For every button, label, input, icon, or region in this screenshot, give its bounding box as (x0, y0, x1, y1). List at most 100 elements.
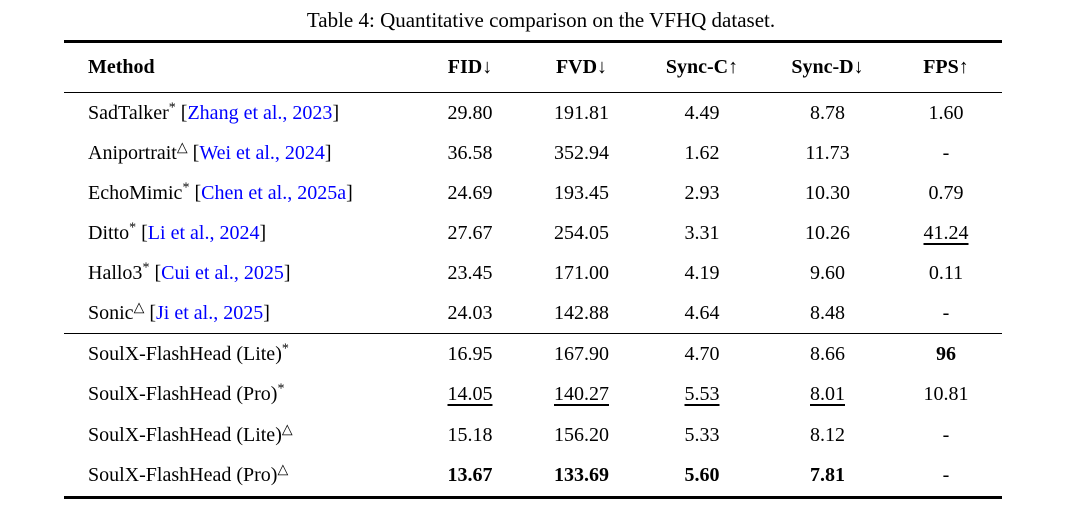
method-marker: △ (176, 139, 188, 155)
fid-value: 29.80 (447, 101, 493, 124)
fid-value: 13.67 (447, 464, 493, 487)
method-cell: SadTalker* [Zhang et al., 2023] (64, 100, 416, 125)
table-row: Sonic△ [Ji et al., 2025] 24.03 142.88 4.64 8… (64, 293, 1002, 333)
column-header-sync-c: Sync-C↑ (665, 56, 739, 78)
fvd-value: 352.94 (554, 141, 609, 164)
table-row: SoulX-FlashHead (Pro)* 14.05 140.27 5.53 8.0… (64, 375, 1002, 416)
fvd-value: 254.05 (554, 221, 609, 244)
fps-value: - (942, 301, 950, 324)
method-name: SadTalker (88, 101, 169, 124)
sync-c-value: 4.64 (684, 301, 720, 324)
fid-value: 24.03 (447, 301, 493, 324)
sync-d-value: 8.48 (810, 301, 845, 324)
fvd-value: 156.20 (554, 423, 609, 446)
citation-link[interactable]: Cui et al., 2025 (161, 261, 284, 284)
fps-value: - (942, 141, 950, 164)
method-cell: Hallo3* [Cui et al., 2025] (64, 259, 416, 285)
fid-value: 14.05 (447, 383, 493, 406)
sync-d-value: 8.12 (810, 423, 845, 446)
method-marker: * (129, 219, 137, 235)
citation: [Cui et al., 2025] (149, 261, 291, 284)
method-name: SoulX-FlashHead (Lite) (88, 342, 282, 365)
table-row: EchoMimic* [Chen et al., 2025a] 24.69 193.… (64, 173, 1002, 213)
sync-c-value: 5.33 (684, 423, 720, 446)
citation: [Zhang et al., 2023] (175, 101, 340, 124)
table-row: Hallo3* [Cui et al., 2025] 23.45 171.00 4.1… (64, 253, 1002, 293)
fvd-value: 133.69 (554, 464, 609, 487)
fvd-value: 191.81 (554, 101, 609, 124)
sync-c-value: 4.49 (684, 101, 720, 124)
sync-c-value: 4.19 (684, 261, 720, 284)
citation: [Li et al., 2024] (136, 221, 267, 244)
fid-value: 36.58 (447, 141, 493, 164)
table-row: SoulX-FlashHead (Lite)△ 15.18 156.20 5.33 8.… (64, 415, 1002, 456)
sync-d-value: 8.01 (810, 383, 845, 406)
sync-d-value: 9.60 (810, 261, 845, 284)
fvd-value: 140.27 (554, 383, 609, 406)
column-header-fvd: FVD↓ (555, 56, 608, 78)
column-header-fid: FID↓ (447, 56, 493, 78)
fid-value: 23.45 (447, 261, 493, 284)
method-name: Hallo3 (88, 261, 143, 284)
method-marker: * (142, 259, 150, 275)
method-cell: SoulX-FlashHead (Pro)* (64, 381, 416, 406)
method-cell: Aniportrait△ [Wei et al., 2024] (64, 139, 416, 165)
fvd-value: 171.00 (554, 261, 609, 284)
baseline-methods-group: SadTalker* [Zhang et al., 2023] 29.80 191.… (64, 93, 1002, 334)
citation: [Wei et al., 2024] (187, 141, 332, 164)
sync-c-value: 5.53 (684, 383, 720, 406)
method-marker: △ (277, 462, 289, 478)
table-caption: Table 4: Quantitative comparison on the … (306, 8, 776, 32)
method-name: EchoMimic (88, 181, 183, 204)
citation-link[interactable]: Li et al., 2024 (147, 221, 260, 244)
citation: [Chen et al., 2025a] (189, 181, 353, 204)
method-marker: * (182, 179, 190, 195)
method-cell: Ditto* [Li et al., 2024] (64, 219, 416, 245)
method-cell: SoulX-FlashHead (Lite)△ (64, 422, 416, 447)
method-marker: * (281, 341, 289, 357)
fps-value: 10.81 (923, 383, 969, 406)
citation: [Ji et al., 2025] (144, 301, 270, 324)
method-cell: SoulX-FlashHead (Lite)* (64, 341, 416, 366)
method-cell: EchoMimic* [Chen et al., 2025a] (64, 179, 416, 205)
fvd-value: 193.45 (554, 181, 609, 204)
fps-value: 0.79 (928, 181, 964, 204)
method-name: SoulX-FlashHead (Pro) (88, 464, 278, 487)
sync-d-value: 10.30 (805, 181, 850, 204)
method-name: SoulX-FlashHead (Pro) (88, 383, 278, 406)
method-name: Ditto (88, 221, 130, 244)
citation-link[interactable]: Chen et al., 2025a (201, 181, 347, 204)
citation-link[interactable]: Ji et al., 2025 (156, 301, 264, 324)
table-row: Ditto* [Li et al., 2024] 27.67 254.05 3.31 1… (64, 213, 1002, 253)
fps-value: 41.24 (923, 221, 969, 244)
fvd-value: 167.90 (554, 342, 609, 365)
sync-c-value: 4.70 (684, 342, 720, 365)
column-header-sync-d: Sync-D↓ (791, 56, 864, 78)
results-table: Method FID↓ FVD↓ Sync-C↑ Sync-D↓ FPS↑ SadTalk… (64, 40, 1002, 499)
fps-value: - (942, 423, 950, 446)
fid-value: 24.69 (447, 181, 493, 204)
sync-d-value: 7.81 (810, 464, 845, 487)
sync-c-value: 1.62 (684, 141, 720, 164)
table-header-row: Method FID↓ FVD↓ Sync-C↑ Sync-D↓ FPS↑ (64, 40, 1002, 93)
sync-d-value: 8.78 (810, 101, 845, 124)
citation-link[interactable]: Zhang et al., 2023 (187, 101, 333, 124)
fps-value: - (942, 464, 950, 487)
method-marker: * (277, 381, 285, 397)
column-header-fps: FPS↑ (923, 56, 969, 78)
table-row: SoulX-FlashHead (Pro)△ 13.67 133.69 5.60 7.8… (64, 456, 1002, 497)
sync-c-value: 5.60 (684, 464, 720, 487)
method-marker: △ (133, 299, 145, 315)
method-marker: △ (281, 422, 293, 438)
fid-value: 27.67 (447, 221, 493, 244)
method-cell: Sonic△ [Ji et al., 2025] (64, 299, 416, 325)
fps-value: 96 (936, 342, 956, 365)
fps-value: 0.11 (928, 261, 964, 284)
sync-d-value: 10.26 (805, 221, 850, 244)
citation-link[interactable]: Wei et al., 2024 (199, 141, 325, 164)
ours-methods-group: SoulX-FlashHead (Lite)* 16.95 167.90 4.70 8.… (64, 334, 1002, 499)
sync-c-value: 2.93 (684, 181, 720, 204)
fid-value: 16.95 (447, 342, 493, 365)
table-row: SadTalker* [Zhang et al., 2023] 29.80 191.… (64, 93, 1002, 133)
method-cell: SoulX-FlashHead (Pro)△ (64, 462, 416, 487)
